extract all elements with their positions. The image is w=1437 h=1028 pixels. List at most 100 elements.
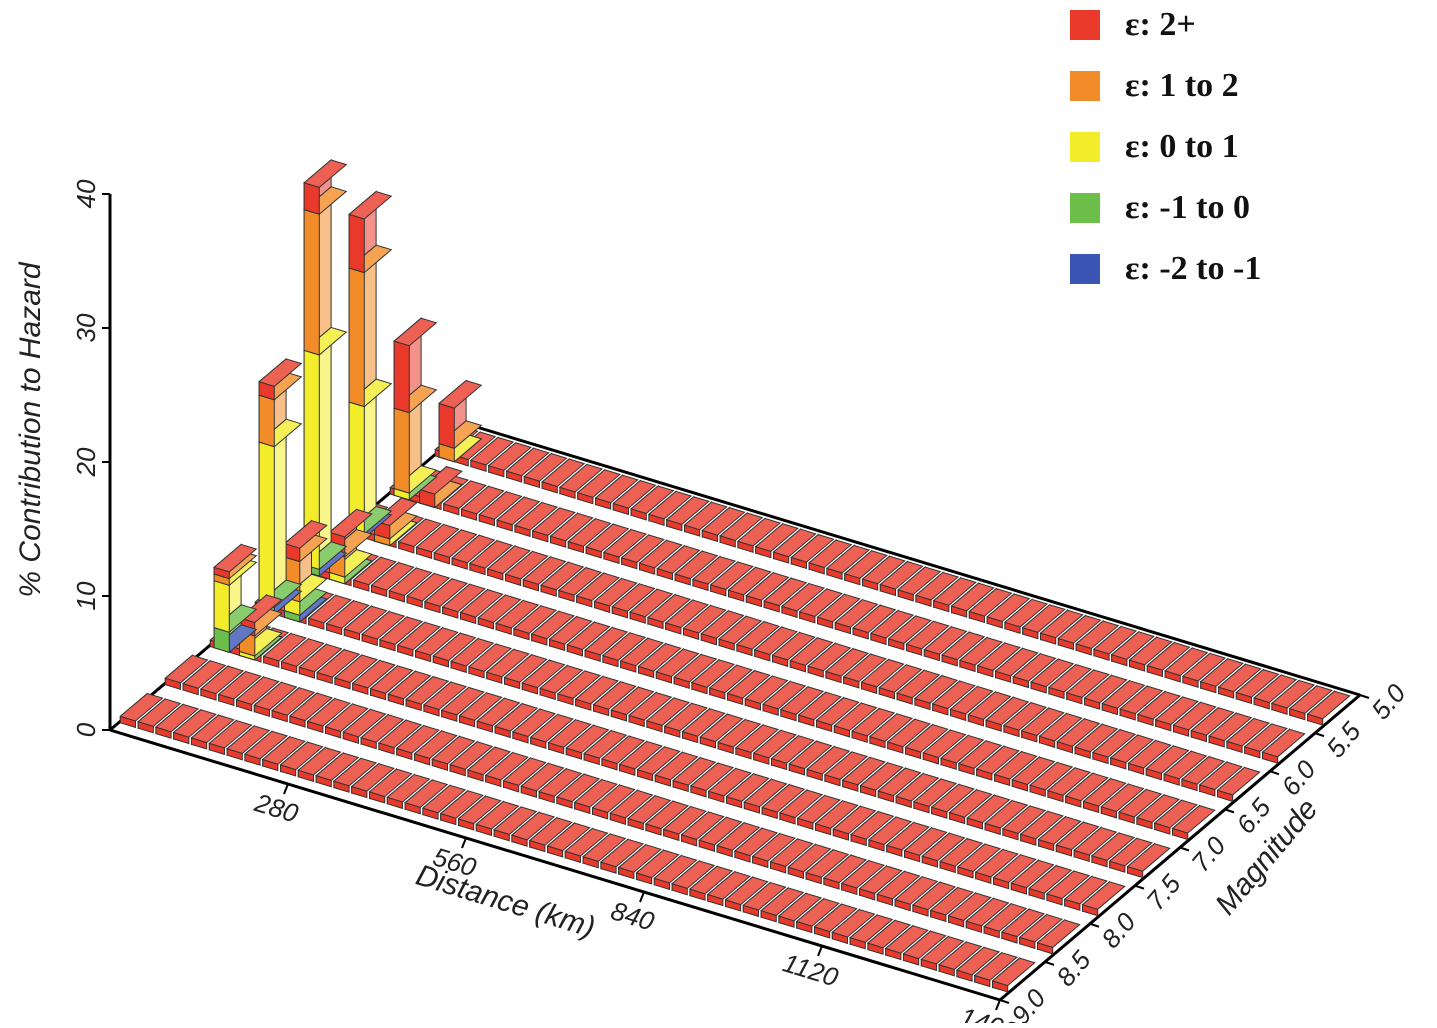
- floor-tile: [825, 544, 871, 580]
- floor-tile-top: [923, 626, 968, 655]
- floor-tile: [1000, 908, 1046, 944]
- floor-tile-top: [763, 577, 808, 607]
- floor-tile-top: [422, 681, 468, 711]
- floor-tile: [387, 670, 432, 706]
- floor-tile: [440, 686, 485, 722]
- floor-tile-top: [905, 620, 950, 650]
- floor-tile: [665, 495, 710, 532]
- floor-tile-top: [243, 730, 289, 760]
- floor-tile-top: [894, 876, 939, 905]
- floor-tile: [656, 544, 701, 581]
- floor-tile-top: [351, 659, 396, 689]
- floor-tile-top: [279, 741, 324, 771]
- floor-tile: [591, 783, 636, 820]
- x-tick-label: 840: [607, 895, 658, 937]
- floor-tile: [1012, 652, 1057, 689]
- floor-tile-top: [199, 665, 245, 695]
- floor-tile-top: [719, 512, 764, 542]
- floor-tile-top: [469, 436, 515, 466]
- floor-tile: [718, 615, 763, 651]
- floor-tile: [1180, 755, 1226, 792]
- floor-tile: [342, 708, 387, 744]
- y-tick: [1134, 884, 1145, 890]
- floor-tile-top: [547, 719, 592, 748]
- floor-tile: [1146, 641, 1191, 678]
- floor-tile-top: [787, 843, 832, 873]
- floor-tile-top: [468, 540, 514, 569]
- legend-swatch: [1070, 71, 1100, 101]
- floor-tile-top: [1063, 875, 1108, 905]
- floor-tile: [502, 756, 547, 793]
- floor-tile: [833, 701, 878, 738]
- floor-tile: [1270, 679, 1316, 715]
- floor-tile: [1208, 712, 1253, 748]
- floor-tile: [975, 745, 1020, 781]
- floor-tile-top: [395, 724, 440, 754]
- x-tick: [995, 999, 1001, 1011]
- floor-tile: [1172, 701, 1217, 737]
- floor-tile: [1011, 755, 1056, 792]
- floor-tile-top: [261, 736, 306, 765]
- floor-tile: [361, 610, 406, 647]
- floor-tile-top: [601, 632, 647, 661]
- floor-tile: [261, 735, 306, 772]
- floor-tile: [592, 680, 637, 717]
- floor-tile: [1047, 663, 1093, 700]
- floor-tile: [413, 729, 458, 766]
- z-tick-label: 30: [71, 313, 101, 342]
- floor-tile-top: [922, 729, 967, 759]
- floor-tile: [307, 594, 352, 630]
- floor-tile-top: [406, 572, 451, 602]
- floor-tile: [1198, 760, 1243, 797]
- floor-tile: [771, 631, 816, 668]
- floor-tile: [815, 696, 860, 733]
- y-tick-label: 5.0: [1365, 678, 1412, 725]
- floor-tile-top: [271, 687, 316, 716]
- floor-tile: [397, 517, 442, 554]
- floor-tile: [753, 625, 798, 662]
- floor-tile: [920, 935, 965, 972]
- floor-tile-top: [689, 762, 735, 792]
- floor-tile: [496, 496, 541, 532]
- floor-tile: [573, 778, 618, 815]
- bar-segment-top: [348, 190, 393, 220]
- floor-tile-top: [298, 643, 343, 673]
- floor-tile-top: [253, 681, 298, 711]
- floor-tile: [1081, 880, 1126, 917]
- floor-tile: [1261, 728, 1306, 764]
- floor-tile-top: [1164, 647, 1209, 677]
- floor-tile: [190, 714, 235, 750]
- floor-tile-top: [842, 653, 887, 683]
- bar-segment-front: [303, 208, 320, 356]
- floor-tile-top: [690, 659, 736, 688]
- floor-tile-top: [789, 637, 834, 666]
- floor-tile: [914, 571, 960, 607]
- floor-tile: [154, 703, 200, 739]
- floor-tile-top: [644, 800, 690, 830]
- y-tick: [1359, 694, 1370, 699]
- floor-tile: [823, 750, 869, 787]
- bar-segment-front: [348, 267, 365, 408]
- floor-tile-top: [449, 741, 494, 770]
- floor-tile-top: [630, 485, 675, 515]
- floor-tile-top: [957, 740, 1003, 769]
- floor-tile-top: [948, 789, 993, 818]
- floor-tile: [599, 838, 645, 874]
- floor-tile: [967, 690, 1012, 727]
- floor-tile-top: [316, 649, 361, 678]
- floor-tile: [777, 892, 823, 928]
- floor-tile-top: [235, 676, 280, 705]
- floor-tile: [315, 751, 360, 788]
- floor-tile-top: [182, 660, 227, 689]
- floor-tile: [698, 816, 743, 852]
- floor-tile-top: [565, 724, 610, 754]
- floor-tile: [911, 881, 957, 917]
- floor-tile-top: [421, 784, 467, 814]
- floor-tile: [646, 593, 692, 630]
- floor-tile-top: [833, 702, 878, 732]
- floor-tile: [541, 457, 586, 494]
- floor-tile: [751, 832, 796, 869]
- floor-tile-top: [1000, 908, 1046, 938]
- floor-tile: [1065, 668, 1110, 705]
